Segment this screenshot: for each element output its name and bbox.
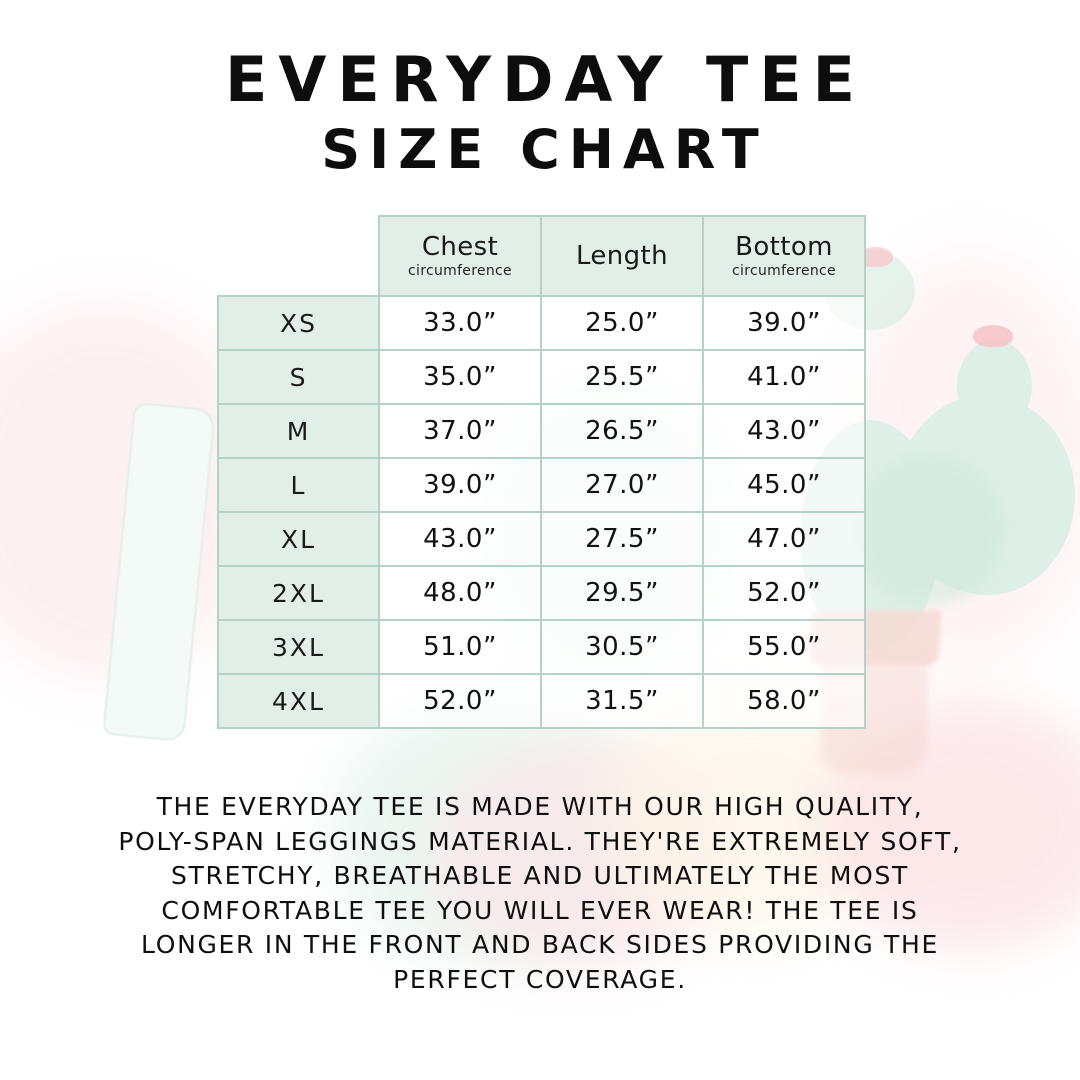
- table-header-row: Chest circumference Length Bottom circum…: [218, 215, 866, 297]
- size-label: 4XL: [217, 673, 380, 729]
- leaf-shape: [102, 401, 216, 743]
- cactus-pad-large-right: [895, 395, 1075, 595]
- chest-value: 35.0”: [378, 349, 542, 405]
- product-description: THE EVERYDAY TEE IS MADE WITH OUR HIGH Q…: [90, 790, 990, 997]
- page-subtitle: SIZE CHART: [321, 118, 768, 181]
- column-header-bottom-label: Bottom: [735, 232, 833, 262]
- description-line: POLY-SPAN LEGGINGS MATERIAL. THEY'RE EXT…: [118, 826, 962, 856]
- cactus-shadow: [855, 455, 1005, 605]
- table-row: XS 33.0” 25.0” 39.0”: [217, 295, 866, 351]
- column-header-length: Length: [540, 215, 704, 297]
- bottom-value: 58.0”: [702, 673, 866, 729]
- cactus-illustration: [800, 247, 1080, 775]
- description-line: THE EVERYDAY TEE IS MADE WITH OUR HIGH Q…: [156, 792, 924, 821]
- table-corner-cell: [218, 216, 379, 296]
- column-header-chest-sublabel: circumference: [408, 263, 512, 279]
- chest-value: 51.0”: [378, 619, 542, 675]
- chest-value: 37.0”: [378, 403, 542, 459]
- column-header-chest: Chest circumference: [378, 215, 542, 297]
- table-row: XL 43.0” 27.5” 47.0”: [217, 511, 866, 567]
- column-header-length-label: Length: [575, 241, 669, 271]
- bottom-value: 45.0”: [702, 457, 866, 513]
- length-value: 29.5”: [540, 565, 704, 621]
- bottom-value: 39.0”: [702, 295, 866, 351]
- chest-value: 48.0”: [378, 565, 542, 621]
- column-header-chest-label: Chest: [421, 232, 499, 262]
- size-label: S: [217, 349, 380, 405]
- page-title: EVERYDAY TEE: [225, 43, 866, 116]
- bottom-value: 47.0”: [702, 511, 866, 567]
- size-chart-table: Chest circumference Length Bottom circum…: [217, 215, 866, 729]
- table-row: 3XL 51.0” 30.5” 55.0”: [217, 619, 866, 675]
- description-line: STRETCHY, BREATHABLE AND ULTIMATELY THE …: [170, 861, 910, 890]
- table-row: S 35.0” 25.5” 41.0”: [217, 349, 866, 405]
- length-value: 25.5”: [540, 349, 704, 405]
- description-line: COMFORTABLE TEE YOU WILL EVER WEAR! THE …: [161, 895, 919, 925]
- size-label: M: [217, 403, 380, 459]
- bottom-value: 43.0”: [702, 403, 866, 459]
- length-value: 27.5”: [540, 511, 704, 567]
- table-row: 4XL 52.0” 31.5” 58.0”: [217, 673, 866, 729]
- size-label: XL: [217, 511, 380, 567]
- chest-value: 52.0”: [378, 673, 542, 729]
- length-value: 25.0”: [540, 295, 704, 351]
- length-value: 26.5”: [540, 403, 704, 459]
- chest-value: 33.0”: [378, 295, 542, 351]
- chest-value: 43.0”: [378, 511, 542, 567]
- watercolor-blob-pink-top-right: [830, 250, 1080, 670]
- size-label: 2XL: [217, 565, 380, 621]
- column-header-bottom: Bottom circumference: [702, 215, 866, 297]
- size-label: XS: [217, 295, 380, 351]
- length-value: 31.5”: [540, 673, 704, 729]
- chest-value: 39.0”: [378, 457, 542, 513]
- bottom-value: 52.0”: [702, 565, 866, 621]
- size-label: L: [217, 457, 380, 513]
- column-header-bottom-sublabel: circumference: [732, 263, 836, 279]
- table-row: 2XL 48.0” 29.5” 52.0”: [217, 565, 866, 621]
- description-line: LONGER IN THE FRONT AND BACK SIDES PROVI…: [140, 930, 940, 959]
- bottom-value: 41.0”: [702, 349, 866, 405]
- length-value: 27.0”: [540, 457, 704, 513]
- table-row: L 39.0” 27.0” 45.0”: [217, 457, 866, 513]
- bottom-value: 55.0”: [702, 619, 866, 675]
- title-block: EVERYDAY TEE SIZE CHART: [0, 44, 1080, 182]
- table-row: M 37.0” 26.5” 43.0”: [217, 403, 866, 459]
- description-line: PERFECT COVERAGE.: [393, 964, 687, 994]
- table-header: Chest circumference Length Bottom circum…: [218, 215, 866, 297]
- cactus-bloom-top: [973, 325, 1013, 347]
- table-body: XS 33.0” 25.0” 39.0” S 35.0” 25.5” 41.0”…: [217, 295, 866, 729]
- size-label: 3XL: [217, 619, 380, 675]
- length-value: 30.5”: [540, 619, 704, 675]
- cactus-pad-top: [957, 340, 1032, 430]
